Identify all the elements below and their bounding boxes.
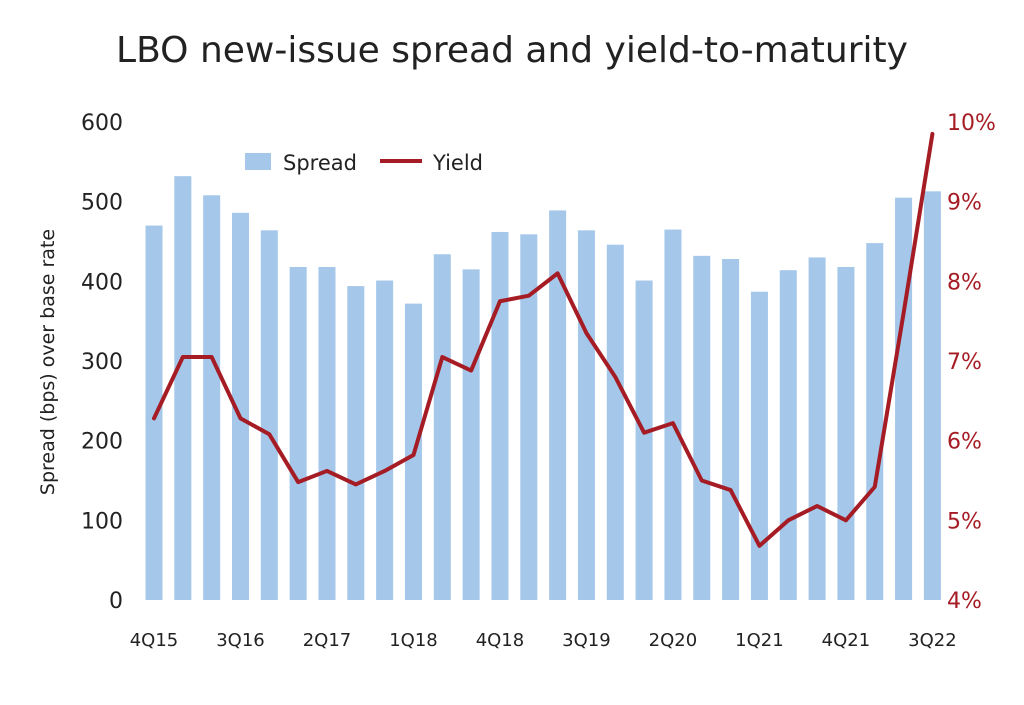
- spread-bar-4Q18: [491, 231, 509, 600]
- right-tick-label: 5%: [947, 509, 982, 534]
- spread-bar-2Q20: [664, 229, 682, 601]
- left-tick-label: 400: [81, 270, 123, 295]
- spread-bar-4Q19: [606, 244, 624, 600]
- right-tick-label: 7%: [947, 350, 982, 375]
- x-axis-ticks: 4Q15 3Q16 2Q17 1Q18 4Q18 3Q19 2Q20 1Q21 4Q21 3Q22: [130, 630, 957, 651]
- left-tick-label: 600: [81, 111, 123, 136]
- spread-bar-3Q20: [693, 255, 711, 600]
- spread-bar-2Q17: [318, 266, 336, 600]
- yield-line-layer: [152, 131, 935, 548]
- spread-bar-4Q15: [145, 225, 163, 600]
- spread-bar-3Q16: [231, 212, 249, 600]
- spread-bar-3Q21: [808, 257, 826, 600]
- legend: Spread Yield: [245, 151, 483, 175]
- x-tick-label: 4Q18: [476, 630, 525, 651]
- x-tick-label: 3Q16: [216, 630, 265, 651]
- spread-bar-1Q17: [289, 266, 307, 600]
- x-tick-label: 4Q15: [130, 630, 179, 651]
- spread-bar-4Q17: [376, 280, 394, 600]
- right-tick-label: 8%: [947, 270, 982, 295]
- x-tick-label: 1Q18: [389, 630, 438, 651]
- x-tick-label: 4Q21: [822, 630, 871, 651]
- spread-bar-1Q21: [750, 291, 768, 600]
- legend-spread-label: Spread: [283, 151, 357, 175]
- spread-bar-3Q19: [577, 230, 595, 600]
- spread-bar-3Q17: [347, 286, 365, 600]
- x-tick-label: 3Q22: [908, 630, 957, 651]
- right-axis-ticks: 4% 5% 6% 7% 8% 9% 10%: [947, 111, 996, 614]
- spread-bar-3Q22: [923, 191, 941, 600]
- spread-bar-1Q19: [520, 234, 538, 600]
- x-tick-label: 1Q21: [735, 630, 784, 651]
- spread-bar-4Q16: [260, 230, 278, 600]
- legend-spread-swatch: [245, 153, 271, 170]
- right-tick-label: 4%: [947, 589, 982, 614]
- bars-layer: [145, 176, 941, 601]
- x-tick-label: 2Q17: [303, 630, 352, 651]
- spread-bar-2Q21: [779, 270, 797, 600]
- x-tick-label: 2Q20: [649, 630, 698, 651]
- left-tick-label: 300: [81, 350, 123, 375]
- spread-bar-2Q16: [203, 195, 221, 601]
- spread-bar-2Q22: [895, 197, 913, 600]
- spread-bar-3Q18: [462, 269, 480, 600]
- spread-bar-4Q20: [722, 259, 740, 600]
- left-axis-ticks: 0 100 200 300 400 500 600: [81, 111, 123, 614]
- left-tick-label: 100: [81, 509, 123, 534]
- spread-bar-1Q20: [635, 280, 653, 600]
- left-tick-label: 0: [109, 589, 123, 614]
- x-tick-label: 3Q19: [562, 630, 611, 651]
- spread-bar-4Q21: [837, 266, 855, 600]
- right-tick-label: 10%: [947, 111, 996, 136]
- chart-title: LBO new-issue spread and yield-to-maturi…: [116, 30, 908, 71]
- spread-bar-1Q22: [866, 243, 884, 600]
- legend-yield-label: Yield: [432, 151, 483, 175]
- right-tick-label: 6%: [947, 430, 982, 455]
- spread-bar-2Q18: [433, 254, 451, 600]
- spread-bar-2Q19: [549, 210, 567, 600]
- spread-bar-1Q16: [174, 176, 192, 601]
- left-tick-label: 500: [81, 191, 123, 216]
- right-tick-label: 9%: [947, 191, 982, 216]
- left-tick-label: 200: [81, 430, 123, 455]
- y-axis-label: Spread (bps) over base rate: [37, 229, 59, 495]
- yield-line: [152, 131, 935, 548]
